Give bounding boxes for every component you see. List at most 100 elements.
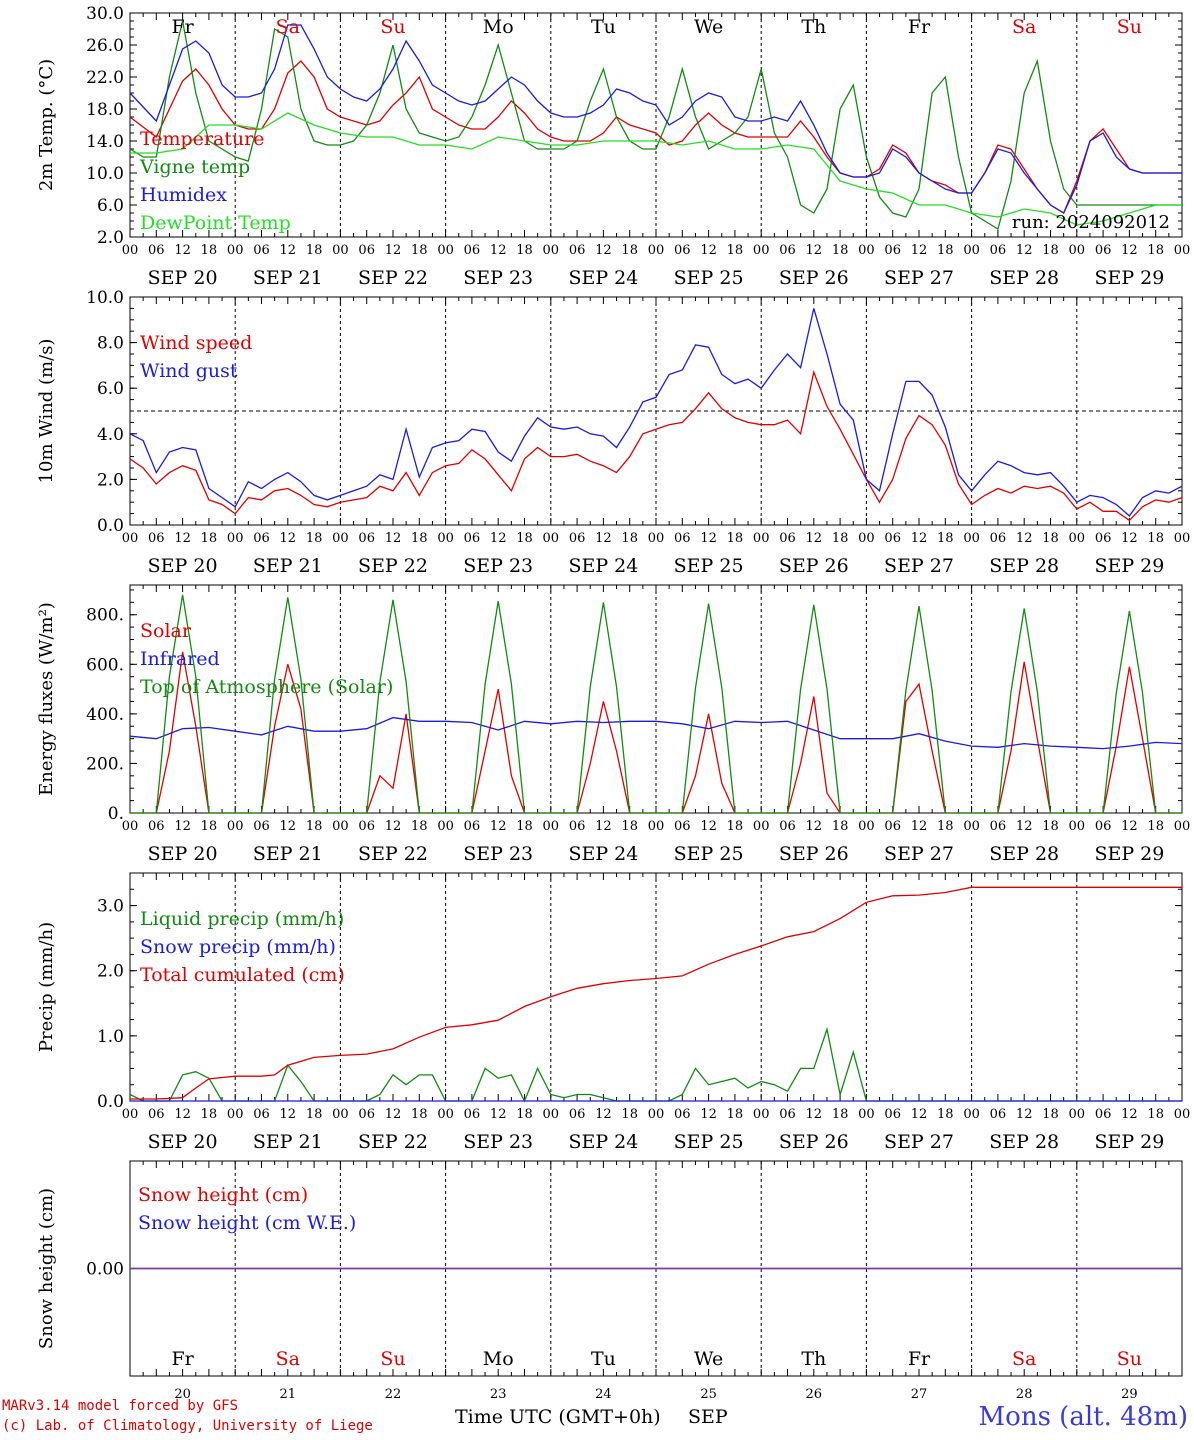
hour-tick-label: 00 xyxy=(753,531,770,546)
y-tick-label: 4.0 xyxy=(97,425,124,445)
hour-tick-label: 18 xyxy=(937,531,954,546)
panel-energy: 800. 600. 400. 200. 0. Energy fluxes (W/m²) So… xyxy=(36,584,1191,865)
hour-tick-label: 12 xyxy=(595,243,612,258)
date-label: SEP 26 xyxy=(779,267,849,289)
hour-tick-label: 12 xyxy=(280,531,297,546)
weekday-label: Sa xyxy=(276,16,300,38)
weekday-label: Sa xyxy=(1012,16,1036,38)
weekday-label: Tu xyxy=(591,16,616,38)
hour-tick-label: 06 xyxy=(253,243,270,258)
date-label: SEP 29 xyxy=(1094,555,1164,577)
y-tick-label: 10.0 xyxy=(86,288,124,308)
y-tick-label: 6.0 xyxy=(97,379,124,399)
hour-tick-label: 12 xyxy=(911,819,928,834)
hour-tick-label: 00 xyxy=(437,1107,454,1122)
hour-tick-label: 00 xyxy=(858,531,875,546)
hour-tick-label: 00 xyxy=(227,819,244,834)
hour-tick-label: 00 xyxy=(227,243,244,258)
y-tick-label: 0. xyxy=(108,804,124,824)
date-label: SEP 22 xyxy=(358,555,428,577)
hour-tick-label: 18 xyxy=(727,243,744,258)
hour-tick-label: 06 xyxy=(253,819,270,834)
hour-tick-label: 18 xyxy=(937,819,954,834)
hour-tick-label: 12 xyxy=(174,819,191,834)
hour-tick-label: 12 xyxy=(1121,1107,1138,1122)
date-label: SEP 25 xyxy=(674,843,744,865)
legend-entry: Snow height (cm) xyxy=(138,1184,308,1206)
hour-tick-label: 00 xyxy=(1069,1107,1086,1122)
day-number-label: 23 xyxy=(490,1387,507,1402)
hour-tick-label: 00 xyxy=(332,819,349,834)
month-label: SEP xyxy=(688,1406,728,1428)
date-label: SEP 20 xyxy=(148,555,218,577)
hour-tick-label: 00 xyxy=(1069,819,1086,834)
day-number-label: 25 xyxy=(700,1387,717,1402)
weekday-label: Mo xyxy=(483,16,514,38)
date-label: SEP 20 xyxy=(148,267,218,289)
day-number-label: 28 xyxy=(1016,1387,1033,1402)
hour-tick-label: 00 xyxy=(122,1107,139,1122)
hour-tick-label: 18 xyxy=(306,1107,323,1122)
date-label: SEP 21 xyxy=(253,555,323,577)
hour-tick-label: 18 xyxy=(516,531,533,546)
hour-tick-label: 18 xyxy=(201,1107,218,1122)
hour-tick-label: 12 xyxy=(490,531,507,546)
day-number-label: 26 xyxy=(806,1387,823,1402)
hour-tick-label: 12 xyxy=(174,1107,191,1122)
date-label: SEP 22 xyxy=(358,267,428,289)
date-label: SEP 21 xyxy=(253,267,323,289)
hour-tick-label: 06 xyxy=(674,531,691,546)
hour-tick-label: 06 xyxy=(464,531,481,546)
series-line-dewpoint-temp xyxy=(130,112,1182,226)
hour-tick-label: 00 xyxy=(1174,819,1191,834)
y-axis-label: Precip (mm/h) xyxy=(36,922,57,1052)
date-label: SEP 23 xyxy=(463,1131,533,1153)
legend-entry: Temperature xyxy=(140,128,264,150)
y-tick-label: 6.0 xyxy=(97,196,124,216)
hour-tick-label: 12 xyxy=(385,531,402,546)
hour-tick-label: 06 xyxy=(253,531,270,546)
weekday-label: Th xyxy=(801,1348,826,1370)
hour-tick-label: 06 xyxy=(884,531,901,546)
date-label: SEP 23 xyxy=(463,555,533,577)
hour-tick-label: 00 xyxy=(227,1107,244,1122)
hour-tick-label: 18 xyxy=(1042,819,1059,834)
hour-tick-label: 00 xyxy=(648,1107,665,1122)
series-line-humidex xyxy=(129,24,1182,214)
hour-tick-label: 06 xyxy=(148,531,165,546)
hour-tick-label: 00 xyxy=(437,243,454,258)
hour-tick-label: 06 xyxy=(990,243,1007,258)
weekday-label: Fr xyxy=(908,16,931,38)
date-label: SEP 22 xyxy=(358,843,428,865)
date-label: SEP 27 xyxy=(884,267,954,289)
legend-entry: Vigne temp xyxy=(139,156,250,178)
hour-tick-label: 12 xyxy=(385,819,402,834)
hour-tick-label: 00 xyxy=(1174,531,1191,546)
date-label: SEP 26 xyxy=(779,555,849,577)
y-axis-label: Snow height (cm) xyxy=(36,1188,57,1349)
hour-tick-label: 12 xyxy=(490,1107,507,1122)
panel-precip: 3.0 2.0 1.0 0.0 Precip (mm/h) Liquid precip (… xyxy=(36,872,1190,1153)
hour-tick-label: 18 xyxy=(832,531,849,546)
hour-tick-label: 18 xyxy=(411,243,428,258)
hour-tick-label: 12 xyxy=(595,1107,612,1122)
hour-tick-label: 12 xyxy=(806,531,823,546)
weekday-label: Fr xyxy=(171,1348,194,1370)
hour-tick-label: 12 xyxy=(1016,1107,1033,1122)
hour-tick-label: 06 xyxy=(1095,243,1112,258)
hour-tick-label: 00 xyxy=(332,531,349,546)
weekday-label: Th xyxy=(801,16,826,38)
hour-tick-label: 06 xyxy=(569,819,586,834)
weekday-label: Su xyxy=(380,16,405,38)
hour-tick-label: 00 xyxy=(543,531,560,546)
hour-tick-label: 00 xyxy=(122,243,139,258)
legend-entry: Infrared xyxy=(140,648,220,670)
hour-tick-label: 06 xyxy=(674,819,691,834)
hour-tick-label: 18 xyxy=(621,243,638,258)
date-label: SEP 20 xyxy=(148,843,218,865)
date-label: SEP 23 xyxy=(463,267,533,289)
hour-tick-label: 00 xyxy=(543,1107,560,1122)
date-label: SEP 25 xyxy=(674,555,744,577)
hour-tick-label: 12 xyxy=(490,243,507,258)
